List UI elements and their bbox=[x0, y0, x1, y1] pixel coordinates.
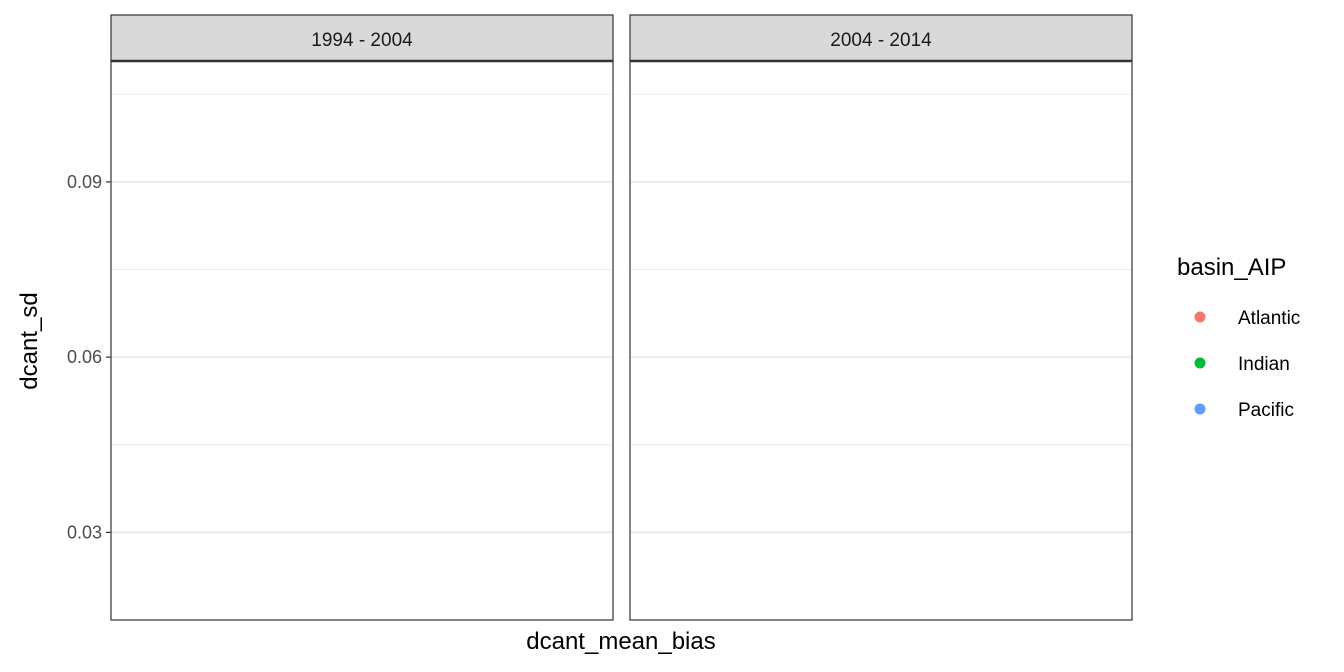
legend-label: Pacific bbox=[1238, 400, 1294, 421]
y-axis: 0.03 0.06 0.09 bbox=[67, 172, 111, 542]
legend-item: Indian bbox=[1194, 354, 1290, 375]
legend: basin_AIP Atlantic Indian Pacific bbox=[1177, 254, 1300, 421]
legend-label: Atlantic bbox=[1238, 308, 1300, 329]
legend-label: Indian bbox=[1238, 354, 1290, 375]
x-axis-title: dcant_mean_bias bbox=[526, 628, 715, 655]
legend-title: basin_AIP bbox=[1177, 254, 1286, 281]
legend-item: Pacific bbox=[1194, 400, 1294, 421]
y-tick-label: 0.03 bbox=[67, 522, 102, 542]
legend-item: Atlantic bbox=[1194, 308, 1300, 329]
facet-strip-label: 2004 - 2014 bbox=[830, 30, 932, 51]
y-axis-title: dcant_sd bbox=[16, 292, 43, 389]
legend-key-dot bbox=[1194, 311, 1206, 323]
facet-panel: 1994 - 2004 bbox=[110, 14, 614, 621]
y-tick-label: 0.09 bbox=[67, 172, 102, 192]
facet-panel: 2004 - 2014 bbox=[629, 14, 1133, 621]
legend-key-dot bbox=[1194, 403, 1206, 415]
panel-background bbox=[630, 61, 1132, 620]
legend-key-dot bbox=[1194, 357, 1206, 369]
panels-layer: 1994 - 2004 2004 - 2014 bbox=[110, 14, 1133, 621]
y-tick-label: 0.06 bbox=[67, 347, 102, 367]
panel-background bbox=[111, 61, 613, 620]
facet-strip-label: 1994 - 2004 bbox=[311, 30, 413, 51]
